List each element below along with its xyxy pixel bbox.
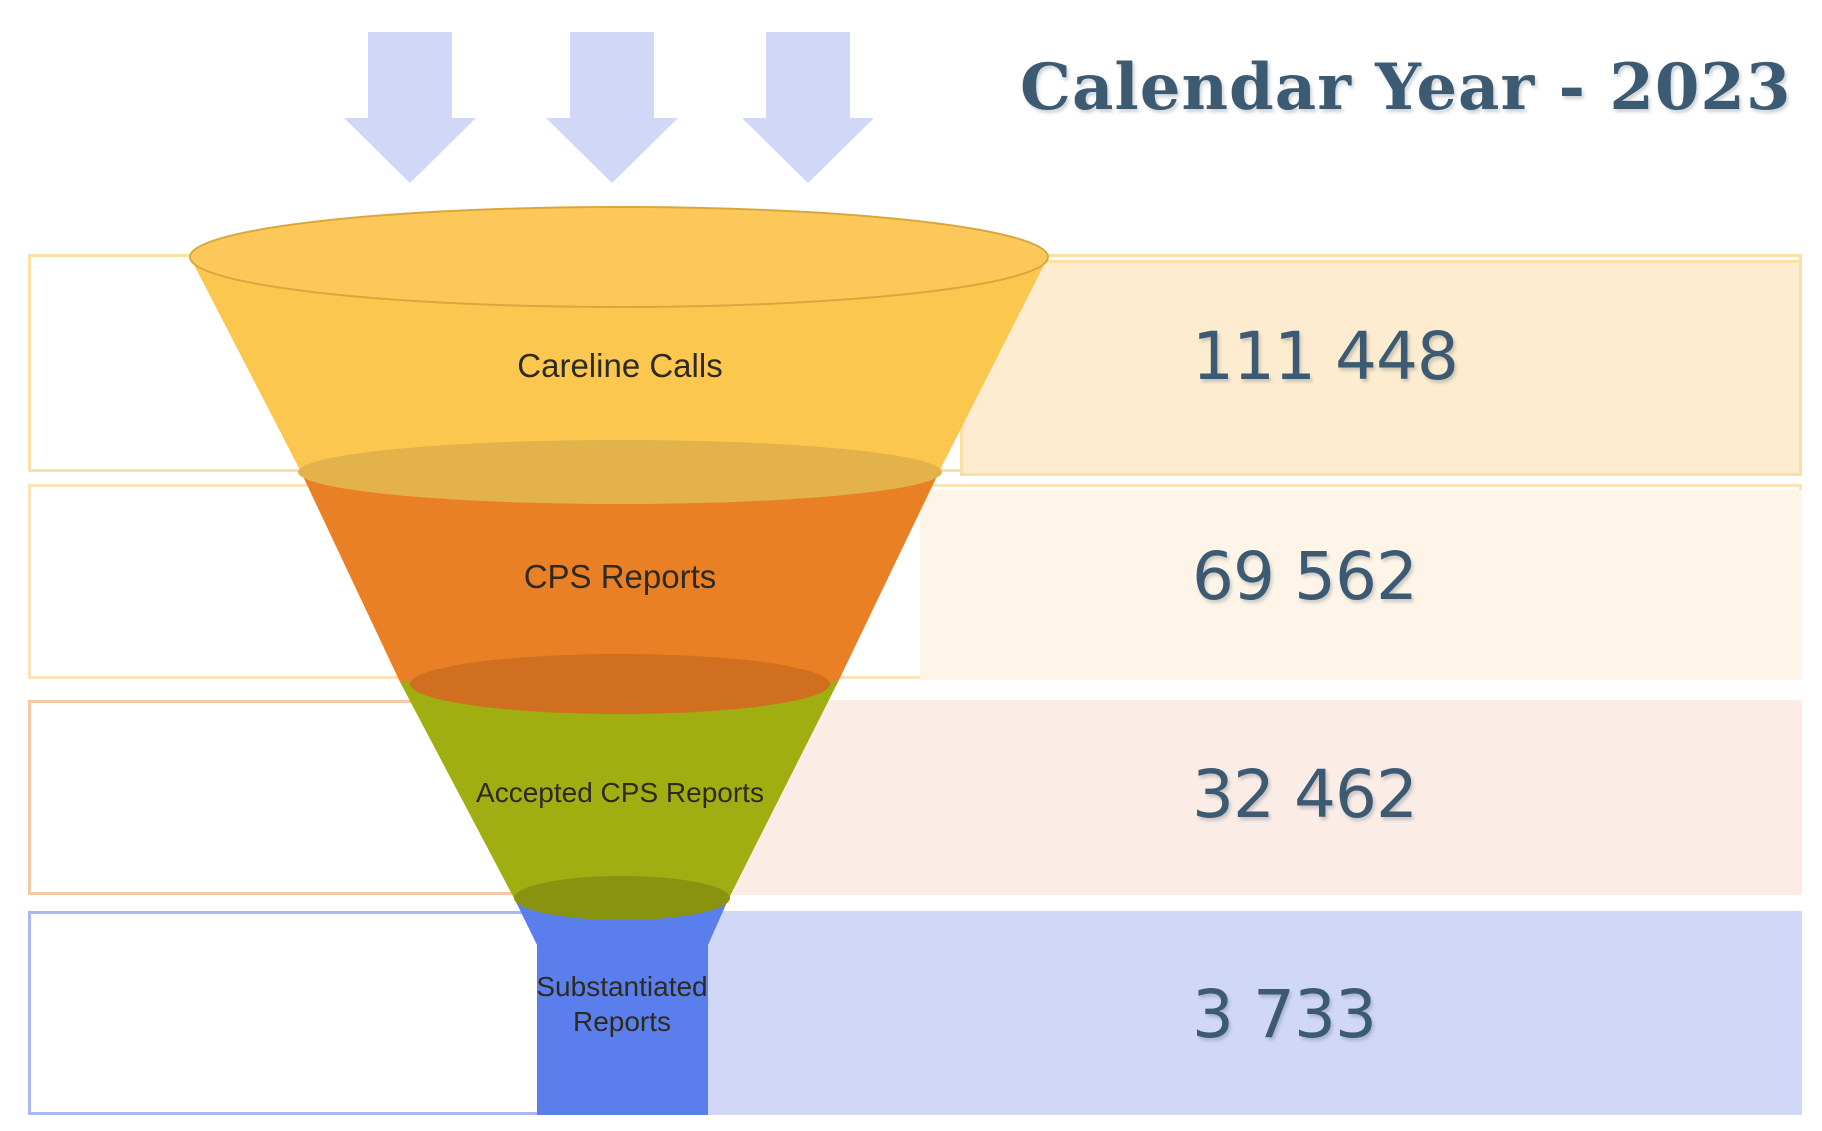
funnel-stage-substantiated — [515, 900, 728, 1115]
value-band-careline — [960, 260, 1802, 476]
value-band-cps — [920, 490, 1802, 680]
value-careline: 111 448 — [1192, 318, 1459, 395]
stage-label-substantiated-line2: Reports — [573, 1006, 671, 1037]
stage-label-substantiated-line1: Substantiated — [536, 971, 707, 1002]
stage-label-cps: CPS Reports — [524, 558, 717, 595]
value-accepted: 32 462 — [1192, 756, 1418, 833]
stage-label-accepted: Accepted CPS Reports — [476, 777, 764, 808]
down-arrow-icon — [742, 32, 874, 183]
stage-label-careline: Careline Calls — [517, 347, 722, 384]
value-band-accepted — [720, 700, 1802, 895]
down-arrow-icon — [344, 32, 476, 183]
funnel-stage-careline — [189, 206, 1049, 504]
funnel-stage-cps — [300, 470, 940, 714]
funnel-stage-accepted — [400, 682, 838, 920]
value-cps: 69 562 — [1192, 538, 1418, 615]
page-title: Calendar Year - 2023 — [1020, 50, 1792, 125]
down-arrow-icon — [546, 32, 678, 183]
value-band-substantiated — [700, 911, 1802, 1115]
value-substantiated: 3 733 — [1192, 976, 1377, 1053]
